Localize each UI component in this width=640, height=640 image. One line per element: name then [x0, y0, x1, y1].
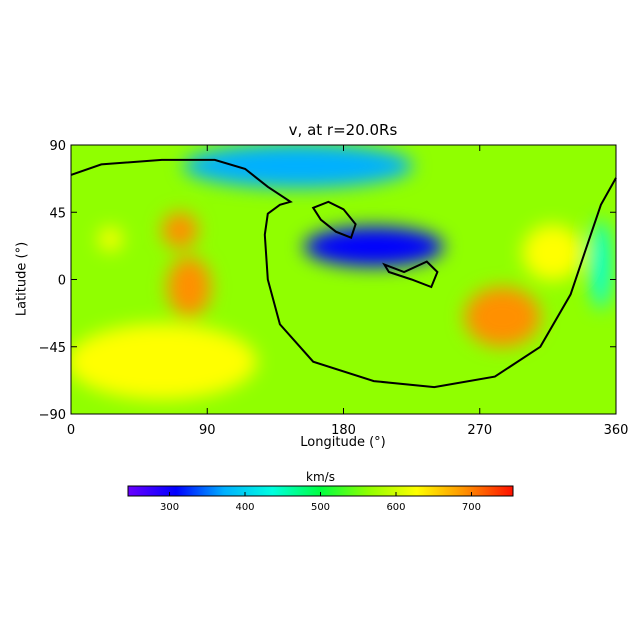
colorbar-tick-label: 700 — [462, 502, 481, 513]
neutral-line-loop-1 — [311, 200, 357, 240]
y-tick-label: −90 — [39, 408, 66, 423]
x-tick-label: 0 — [67, 423, 75, 438]
colorbar-tick-label: 500 — [311, 502, 330, 513]
colorbar-label: km/s — [306, 470, 335, 484]
neutral-line-loop-2 — [382, 260, 439, 289]
x-tick-label: 180 — [331, 423, 356, 438]
region-southeast-fast-region — [464, 286, 541, 347]
region-north-polar-band — [183, 145, 414, 188]
y-tick-label: 0 — [58, 274, 66, 289]
region-west-fast-arm — [167, 256, 212, 317]
neutral-line-main — [70, 158, 617, 389]
x-tick-label: 270 — [467, 423, 492, 438]
region-west-fast-spot — [162, 212, 198, 249]
x-tick-label: 360 — [604, 423, 629, 438]
x-axis-label: Longitude (°) — [300, 435, 386, 450]
y-axis-label: Latitude (°) — [14, 241, 30, 317]
region-east-edge-slow-strip — [590, 219, 611, 310]
x-axis: 0 90 180 270 360 — [67, 145, 629, 438]
region-east-fast-region — [522, 224, 583, 281]
region-central-slow-belt — [303, 226, 444, 267]
region-south-high-speed-wind — [71, 323, 257, 400]
y-tick-label: −45 — [39, 341, 66, 356]
colorbar-tick-label: 400 — [235, 502, 254, 513]
x-tick-label: 90 — [199, 423, 216, 438]
neutral-lines — [70, 158, 617, 389]
colorbar-tick-label: 600 — [386, 502, 405, 513]
colorbar: 300 400 500 600 700 — [127, 485, 514, 513]
map-image — [71, 145, 616, 414]
y-axis: 90 45 0 −45 −90 — [39, 139, 616, 423]
colorbar-tick-label: 300 — [160, 502, 179, 513]
chart-title: v, at r=20.0Rs — [288, 121, 398, 139]
y-tick-label: 90 — [49, 139, 66, 154]
y-tick-label: 45 — [49, 206, 66, 221]
region-small-fast-spot — [98, 227, 123, 252]
